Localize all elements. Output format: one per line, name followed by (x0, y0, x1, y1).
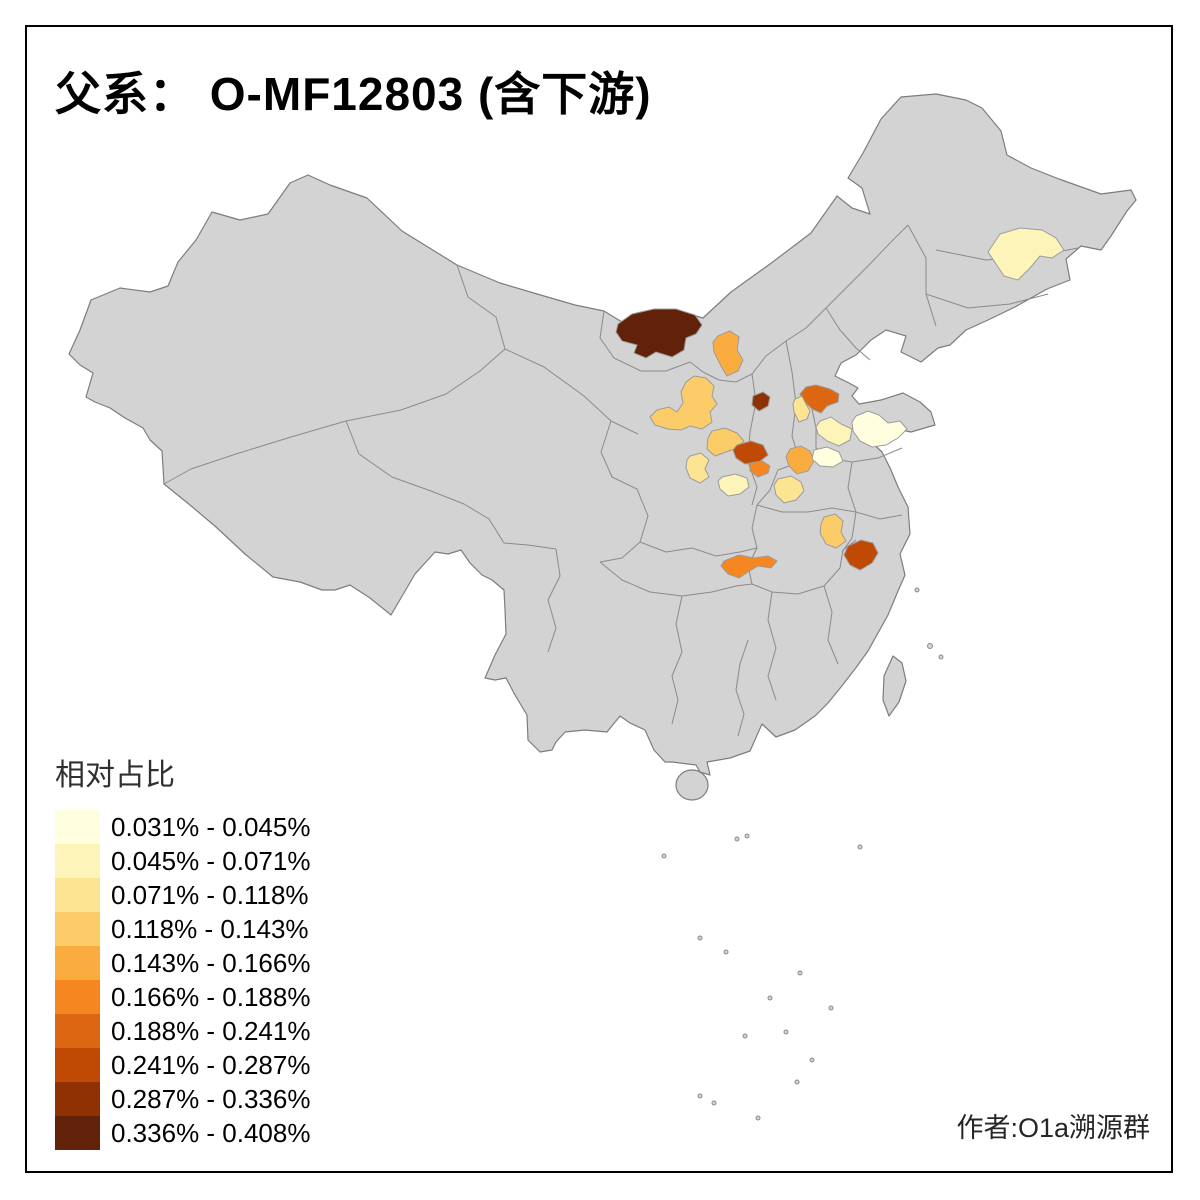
legend-label-9: 0.287% - 0.336% (111, 1083, 311, 1114)
legend-label-4: 0.118% - 0.143% (111, 913, 309, 944)
colored-regions-layer (615, 227, 1065, 579)
legend-swatch-8 (55, 1048, 100, 1082)
legend-label-2: 0.045% - 0.071% (111, 845, 311, 876)
province-borders (163, 224, 1079, 737)
legend: 相对占比 0.031% - 0.045% 0.045% - 0.071% 0.071… (55, 750, 310, 1150)
map-region-20-chongqing-east (720, 554, 778, 579)
legend-row-10: 0.336% - 0.408% (55, 1116, 310, 1150)
map-region-03-north-bend (712, 330, 744, 377)
map-region-11-south-shandong (811, 446, 844, 468)
legend-row-8: 0.241% - 0.287% (55, 1048, 310, 1082)
map-region-09-east-shandong (851, 410, 908, 448)
map-region-06-south-hebei (799, 384, 840, 414)
map-region-05-central-shanxi (751, 391, 771, 412)
legend-row-4: 0.118% - 0.143% (55, 912, 310, 946)
map-region-18-central-anhui (819, 513, 847, 549)
legend-label-7: 0.188% - 0.241% (111, 1015, 311, 1046)
legend-swatch-6 (55, 980, 100, 1014)
author-credit: 作者:O1a溯源群 (956, 1113, 1150, 1143)
map-region-02-inner-mongolia (615, 308, 703, 359)
map-region-01-northeast (987, 227, 1065, 281)
legend-swatch-3 (55, 878, 100, 912)
legend-swatch-2 (55, 844, 100, 878)
map-region-10-north-henan (785, 445, 815, 475)
legend-label-8: 0.241% - 0.287% (111, 1049, 311, 1080)
map-region-17-central-henan (773, 475, 805, 504)
legend-swatch-5 (55, 946, 100, 980)
map-region-15-yellow-river (749, 460, 771, 478)
legend-swatch-7 (55, 1014, 100, 1048)
taiwan-island (882, 655, 907, 717)
legend-row-9: 0.287% - 0.336% (55, 1082, 310, 1116)
legend-row-3: 0.071% - 0.118% (55, 878, 310, 912)
map-region-07-hebei-plain (792, 395, 811, 423)
legend-swatch-9 (55, 1082, 100, 1116)
coastal-islands (914, 587, 944, 660)
legend-row-5: 0.143% - 0.166% (55, 946, 310, 980)
legend-row-1: 0.031% - 0.045% (55, 810, 310, 844)
page-title: 父系： O-MF12803 (含下游) (55, 68, 652, 120)
legend-swatch-10 (55, 1116, 100, 1150)
legend-label-10: 0.336% - 0.408% (111, 1117, 311, 1148)
hainan-island (675, 769, 709, 801)
legend-swatch-4 (55, 912, 100, 946)
map-region-04-north-shaanxi (649, 375, 718, 431)
map-region-19-south-anhui (843, 539, 879, 571)
legend-row-2: 0.045% - 0.071% (55, 844, 310, 878)
map-region-08-west-shandong (815, 416, 853, 447)
legend-label-3: 0.071% - 0.118% (111, 879, 309, 910)
legend-label-6: 0.166% - 0.188% (111, 981, 311, 1012)
legend-row-7: 0.188% - 0.241% (55, 1014, 310, 1048)
china-mainland-outline (68, 93, 1137, 776)
south-china-sea-islands (661, 833, 863, 1121)
map-region-16-south-guanzhong (717, 473, 750, 497)
legend-title: 相对占比 (55, 759, 175, 792)
legend-label-1: 0.031% - 0.045% (111, 811, 311, 842)
map-region-12-west-guanzhong (685, 452, 710, 484)
legend-label-5: 0.143% - 0.166% (111, 947, 311, 978)
legend-row-6: 0.166% - 0.188% (55, 980, 310, 1014)
legend-swatch-1 (55, 810, 100, 844)
legend-rows: 0.031% - 0.045% 0.045% - 0.071% 0.071% - 0… (55, 810, 310, 1150)
map-region-13-mid-shaanxi (706, 427, 745, 457)
